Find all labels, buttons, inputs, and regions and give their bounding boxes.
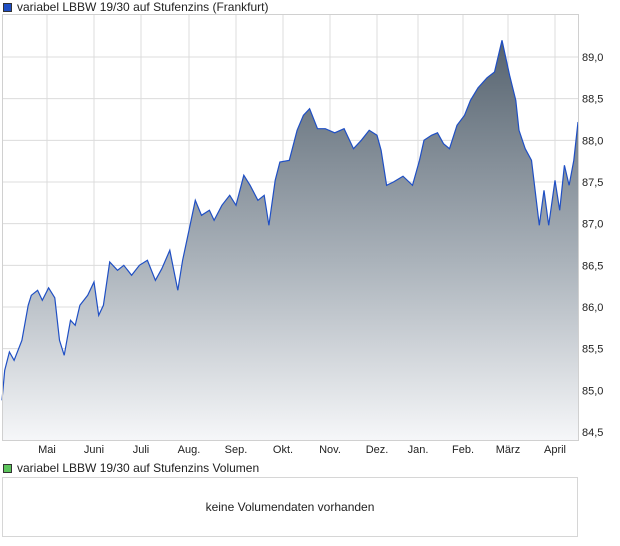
x-tick-label: Aug. xyxy=(178,444,201,456)
price-legend: variabel LBBW 19/30 auf Stufenzins (Fran… xyxy=(3,0,268,14)
price-chart: 84,5 85,0 85,5 86,0 86,5 87,0 87,5 88,0 88,5 89,0… xyxy=(1,14,603,456)
volume-legend-label: variabel LBBW 19/30 auf Stufenzins Volum… xyxy=(17,461,260,475)
price-line xyxy=(1,40,579,401)
y-tick-label: 88,0 xyxy=(582,135,603,147)
x-tick-label: Jan. xyxy=(408,444,429,456)
y-tick-label: 87,0 xyxy=(582,219,603,231)
plot-frame xyxy=(2,14,579,441)
y-tick-label: 84,5 xyxy=(582,427,603,439)
x-tick-label: April xyxy=(544,444,566,456)
volume-panel: keine Volumendaten vorhanden xyxy=(2,477,578,537)
x-tick-label: März xyxy=(496,444,520,456)
x-tick-label: Juli xyxy=(133,444,150,456)
x-tick-label: Sep. xyxy=(225,444,248,456)
no-volume-message: keine Volumendaten vorhanden xyxy=(205,500,375,514)
price-legend-swatch xyxy=(3,2,12,12)
volume-legend-swatch xyxy=(3,463,12,473)
x-tick-label: Mai xyxy=(38,444,56,456)
price-legend-label: variabel LBBW 19/30 auf Stufenzins (Fran… xyxy=(17,0,269,14)
y-tick-label: 86,5 xyxy=(582,260,603,272)
volume-legend: variabel LBBW 19/30 auf Stufenzins Volum… xyxy=(3,461,259,475)
y-tick-label: 89,0 xyxy=(582,52,603,64)
x-tick-label: Okt. xyxy=(273,444,293,456)
y-tick-label: 88,5 xyxy=(582,94,603,106)
y-tick-label: 87,5 xyxy=(582,177,603,189)
x-tick-label: Juni xyxy=(84,444,104,456)
y-tick-label: 85,5 xyxy=(582,344,603,356)
x-tick-label: Feb. xyxy=(452,444,474,456)
x-tick-label: Dez. xyxy=(366,444,389,456)
price-area xyxy=(2,40,578,442)
y-tick-label: 85,0 xyxy=(582,385,603,397)
y-tick-label: 86,0 xyxy=(582,302,603,314)
x-tick-label: Nov. xyxy=(319,444,341,456)
